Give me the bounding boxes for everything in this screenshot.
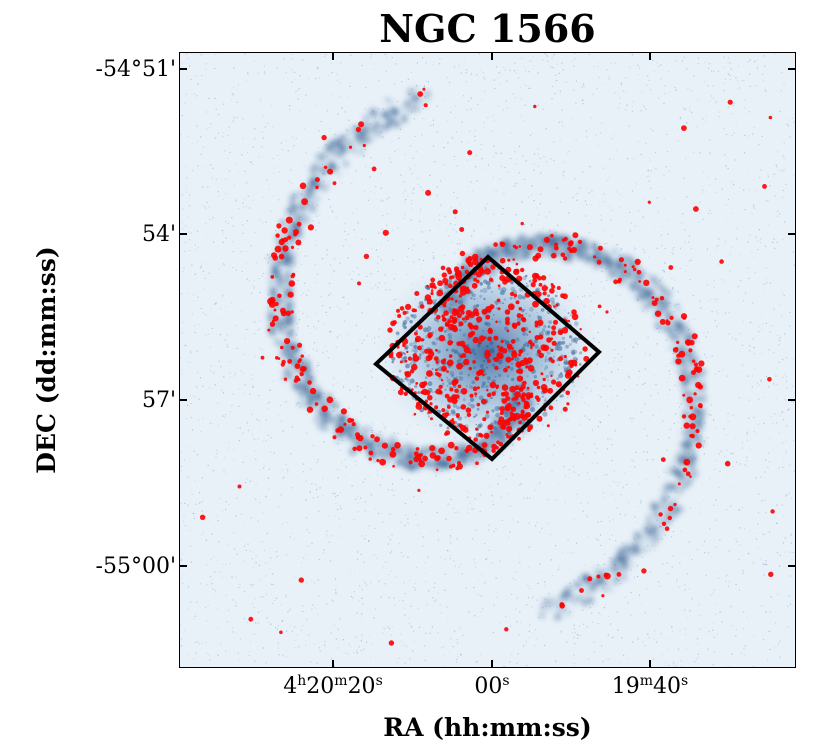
galaxy-image-frame — [179, 52, 796, 668]
axis-ticks — [179, 52, 796, 668]
dec-tick-label-3: 57' — [141, 388, 176, 413]
dec-tick-label-1: -54°51' — [95, 57, 176, 82]
dec-tick-label-2: 54' — [141, 222, 176, 247]
ra-tick-label-3: 19m40s — [611, 673, 689, 699]
y-axis-label: DEC (dd:mm:ss) — [32, 246, 61, 474]
footprint-outline — [372, 254, 602, 462]
figure-title: NGC 1566 — [379, 6, 596, 51]
ra-tick-label-1: 4h20m20s — [283, 673, 383, 699]
ra-tick-label-2: 00s — [474, 673, 510, 699]
image-border — [179, 52, 796, 668]
dec-tick-label-4: -55°00' — [95, 554, 176, 579]
galaxy-image — [179, 52, 796, 668]
x-axis-label: RA (hh:mm:ss) — [383, 713, 592, 742]
